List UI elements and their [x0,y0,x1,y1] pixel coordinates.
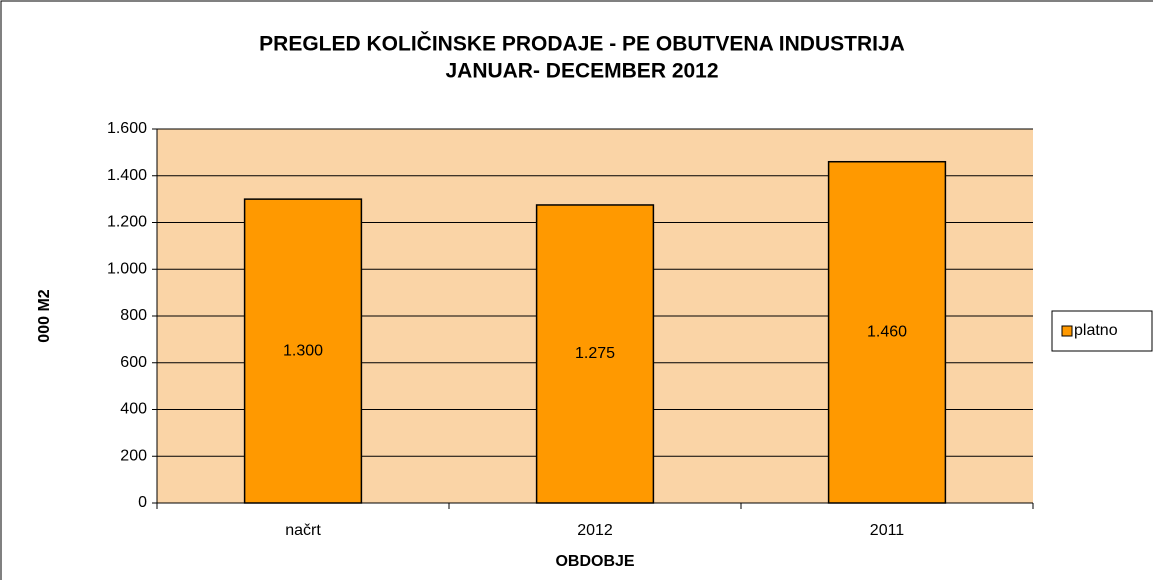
x-tick-label: načrt [285,522,321,539]
y-tick-label: 1.000 [107,260,147,277]
x-tick-label: 2012 [577,522,613,539]
y-tick-label: 1.200 [107,214,147,231]
legend-box [1051,310,1153,352]
x-axis-title: OBDOBJE [555,553,634,570]
legend-label: platno [1074,322,1118,339]
y-tick-label: 200 [120,447,147,464]
chart-title: JANUAR- DECEMBER 2012 [445,60,718,83]
legend-marker [1061,325,1073,337]
chart-title: PREGLED KOLIČINSKE PRODAJE - PE OBUTVENA… [259,32,905,56]
y-axis-title: 000 M2 [36,289,53,342]
data-label: 1.460 [867,324,907,341]
bar [827,160,947,504]
data-label: 1.300 [283,342,323,359]
y-tick-label: 400 [120,401,147,418]
y-tick-label: 1.400 [107,167,147,184]
y-tick-label: 1.600 [107,120,147,137]
y-tick-label: 800 [120,307,147,324]
data-label: 1.275 [575,345,615,362]
x-tick-label: 2011 [870,522,905,539]
y-tick-label: 600 [120,354,147,371]
bar [535,204,655,504]
bar [243,198,363,504]
y-tick-label: 0 [138,494,147,511]
